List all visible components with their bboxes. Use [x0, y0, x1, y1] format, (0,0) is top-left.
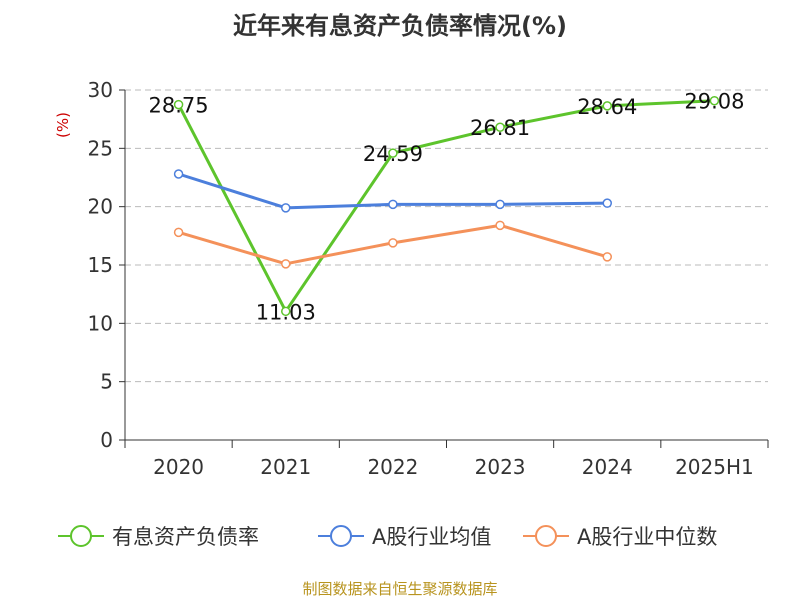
y-tick-label: 20: [88, 195, 113, 219]
data-point: [173, 99, 184, 110]
data-point: [602, 252, 612, 262]
data-point: [495, 220, 505, 231]
x-tick-labels: 2020 2021 2022 2023 2024 2025H1: [153, 455, 754, 479]
y-tick-label: 25: [88, 136, 113, 160]
series-line-0: [177, 99, 715, 313]
y-tick-label: 5: [100, 370, 113, 394]
legend-item: A股行业均值: [318, 525, 491, 549]
series-lines: [177, 99, 715, 313]
data-label: 29.08: [684, 90, 744, 114]
legend-swatch-marker: [70, 525, 92, 547]
legend-item: 有息资产负债率: [58, 525, 259, 549]
legend-label: 有息资产负债率: [112, 525, 259, 549]
series-points: [173, 95, 720, 317]
chart-title: 近年来有息资产负债率情况(%): [233, 12, 567, 40]
x-tick-label: 2022: [367, 455, 418, 479]
data-point: [388, 148, 398, 158]
source-credit: 制图数据来自恒生聚源数据库: [302, 580, 498, 598]
data-label: 11.03: [256, 300, 316, 324]
y-axis-label: (%): [54, 112, 72, 138]
data-point: [173, 169, 184, 179]
legend-label: A股行业均值: [372, 525, 491, 549]
x-tick-label: 2020: [153, 455, 204, 479]
y-tick-label: 0: [100, 428, 113, 452]
data-point: [281, 203, 291, 213]
data-point: [495, 122, 505, 132]
data-point: [173, 227, 184, 238]
legend-swatch-marker: [330, 525, 352, 547]
data-point: [709, 95, 720, 106]
axes: [119, 89, 769, 448]
data-point: [495, 199, 505, 210]
data-point: [388, 238, 398, 248]
data-label: 28.75: [149, 94, 209, 118]
x-tick-label: 2024: [582, 455, 633, 479]
legend-label: A股行业中位数: [577, 525, 717, 549]
y-tick-labels: 0 5 10 15 20 25 30: [88, 78, 113, 452]
y-tick-label: 30: [88, 78, 113, 102]
data-point: [281, 259, 291, 269]
data-point: [602, 101, 612, 111]
data-label: 26.81: [470, 116, 530, 140]
data-point: [388, 199, 398, 210]
y-tick-label: 15: [88, 253, 113, 277]
legend-item: A股行业中位数: [523, 525, 717, 549]
data-labels: 28.75 11.03 24.59 26.81 28.64 29.08: [149, 90, 745, 325]
x-tick-label: 2023: [475, 455, 526, 479]
legend: 有息资产负债率 A股行业均值 A股行业中位数: [58, 525, 717, 549]
data-label: 24.59: [363, 142, 423, 166]
grid-lines: [125, 89, 768, 383]
data-label: 28.64: [577, 95, 637, 119]
y-tick-label: 10: [88, 311, 113, 335]
x-tick-label: 2021: [260, 455, 311, 479]
x-tick-label: 2025H1: [675, 455, 754, 479]
legend-swatch-marker: [535, 525, 557, 547]
data-point: [281, 306, 291, 317]
data-point: [602, 198, 612, 208]
